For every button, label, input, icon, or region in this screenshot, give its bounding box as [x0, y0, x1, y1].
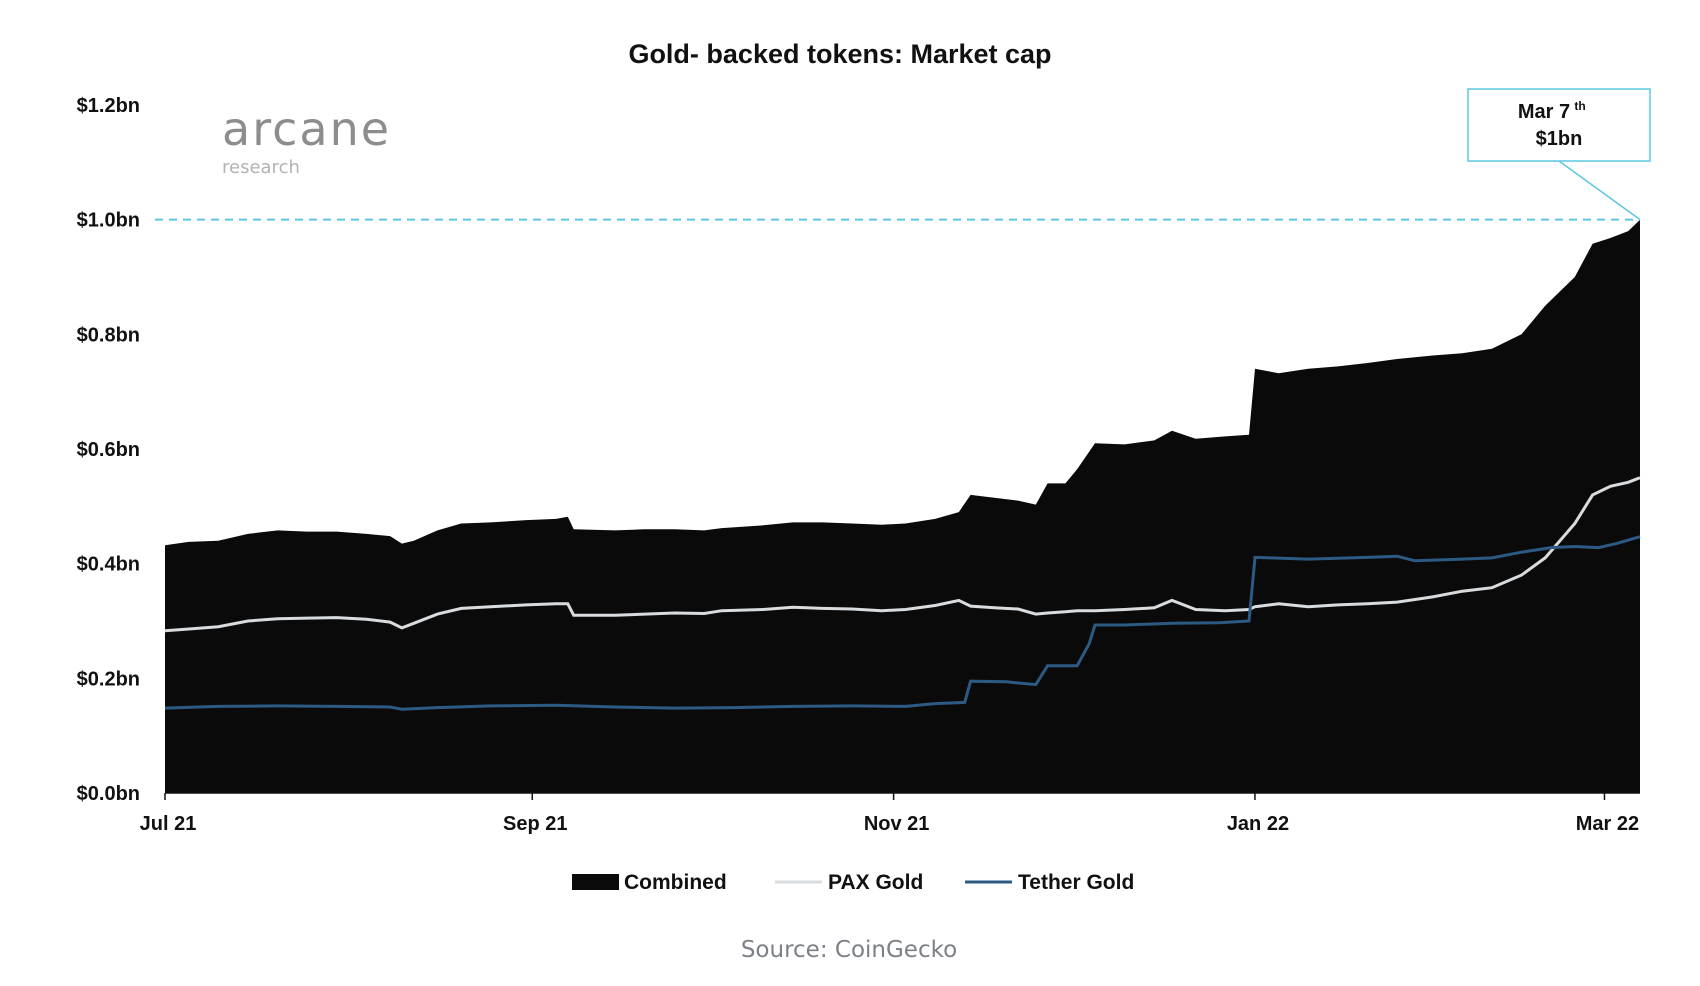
- y-tick-label: $0.0bn: [77, 783, 140, 805]
- tether-gold-line: [164, 535, 1641, 711]
- y-tick-label: $0.6bn: [77, 439, 140, 461]
- legend: Combined PAX Gold Tether Gold: [572, 871, 1134, 894]
- legend-label-tether-gold: Tether Gold: [1018, 871, 1134, 894]
- y-tick-label: $0.2bn: [77, 668, 140, 690]
- legend-item-tether-gold: Tether Gold: [965, 871, 1134, 894]
- callout-leader-line: [1558, 160, 1641, 221]
- brand-logo: arcane research: [222, 102, 391, 178]
- brand-name: arcane: [222, 102, 391, 156]
- legend-label-combined: Combined: [624, 871, 727, 894]
- callout-value: $1bn: [1536, 128, 1583, 150]
- legend-swatch-combined: [572, 874, 619, 890]
- x-tick-label: Jul 21: [140, 813, 197, 835]
- brand-tagline: research: [222, 157, 300, 178]
- plot-area: [164, 219, 1641, 793]
- callout-box: [1467, 88, 1651, 162]
- legend-item-combined: Combined: [572, 871, 727, 894]
- pax-gold-line: [164, 476, 1641, 633]
- combined-area: [165, 219, 1640, 793]
- y-tick-label: $0.8bn: [77, 324, 140, 346]
- callout-date: Mar 7: [1518, 101, 1570, 123]
- x-tick-label: Nov 21: [864, 813, 930, 835]
- x-axis-ticks: [164, 793, 1606, 800]
- legend-item-pax-gold: PAX Gold: [775, 871, 923, 894]
- y-tick-label: $0.4bn: [77, 554, 140, 576]
- y-axis-tick-labels: $0.0bn $0.2bn $0.4bn $0.6bn $0.8bn $1.0bn $1.2…: [77, 95, 140, 805]
- x-tick-label: Mar 22: [1576, 813, 1639, 835]
- y-tick-label: $1.0bn: [77, 210, 140, 232]
- annotation-callout: Mar 7 th $1bn: [1467, 88, 1651, 221]
- legend-label-pax-gold: PAX Gold: [828, 871, 923, 894]
- x-tick-label: Sep 21: [503, 813, 567, 835]
- x-axis-tick-labels: Jul 21 Sep 21 Nov 21 Jan 22 Mar 22: [140, 813, 1639, 835]
- y-tick-label: $1.2bn: [77, 95, 140, 117]
- x-tick-label: Jan 22: [1227, 813, 1289, 835]
- chart-title: Gold- backed tokens: Market cap: [628, 39, 1051, 69]
- source-note: Source: CoinGecko: [741, 937, 957, 963]
- callout-date-suffix: th: [1574, 99, 1585, 113]
